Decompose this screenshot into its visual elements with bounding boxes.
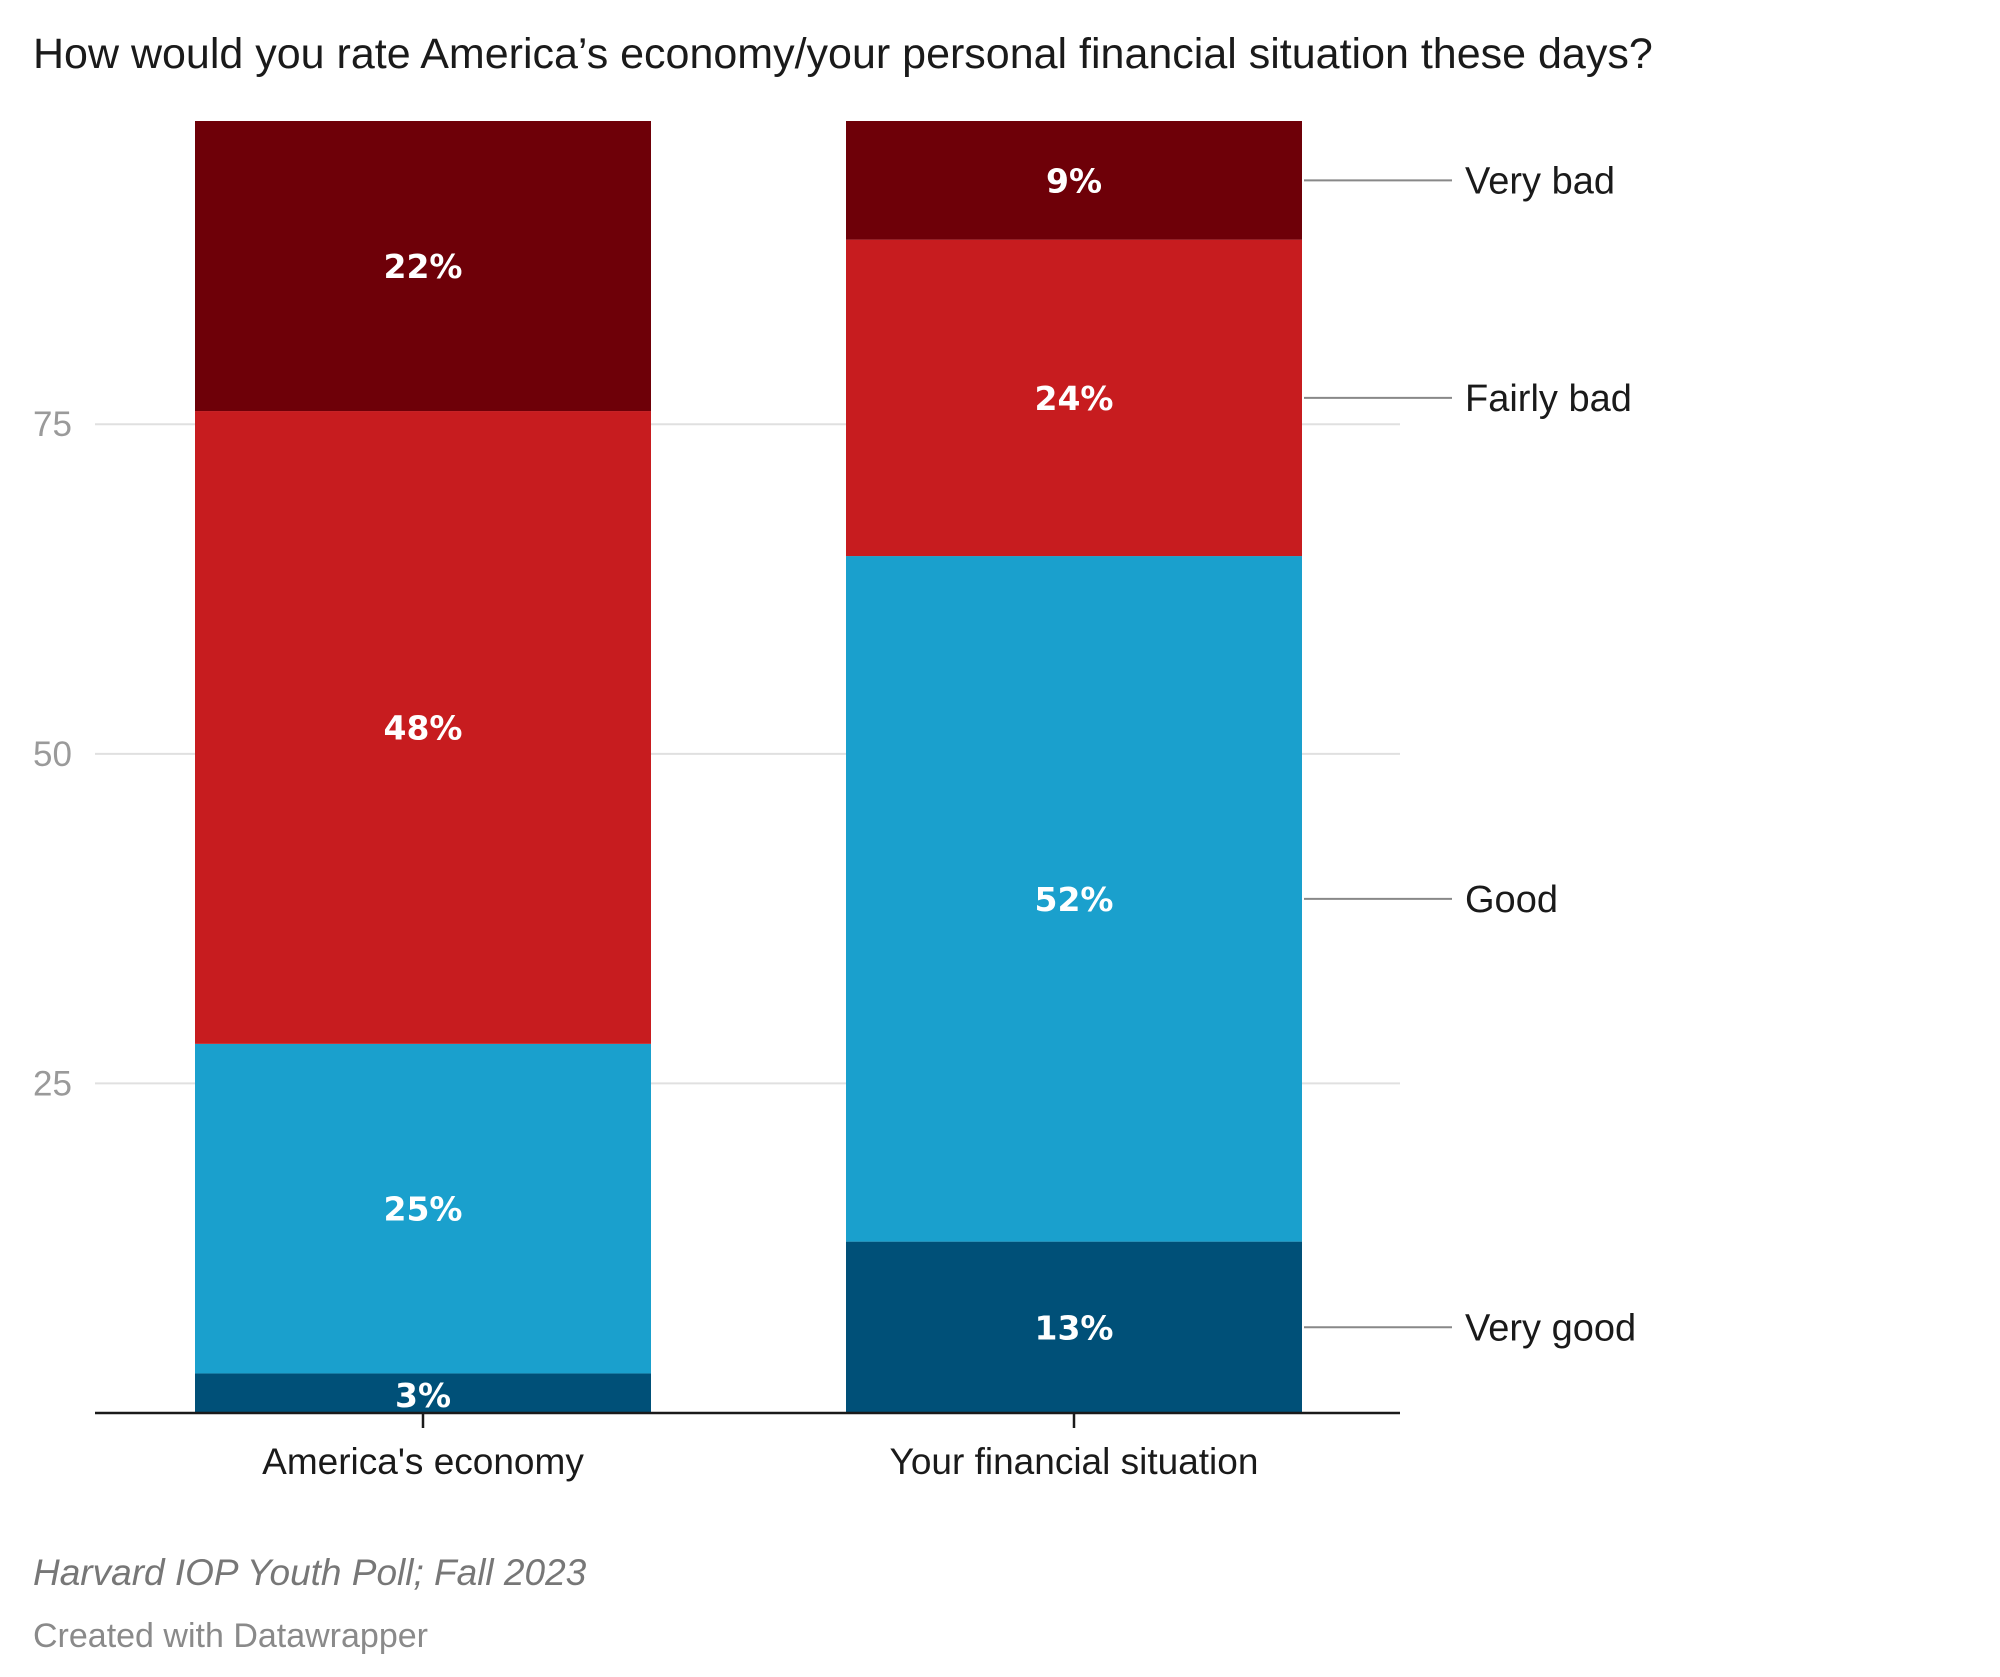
value-label-very-good-2: 13% (1035, 1308, 1114, 1347)
chart-title: How would you rate America’s economy/you… (33, 30, 1653, 78)
bars (195, 121, 1302, 1413)
value-label-very-bad-1: 22% (384, 247, 463, 286)
y-tick-label-25: 25 (33, 1064, 72, 1103)
value-label-fairly-bad-2: 24% (1035, 379, 1114, 418)
bar-segment-very-bad-1 (195, 121, 651, 412)
credit-note: Created with Datawrapper (33, 1617, 428, 1655)
bar-segment-fairly-bad-1 (195, 411, 651, 1044)
legend: Very good Good Fairly bad Very bad (1304, 160, 1636, 1349)
bar-segment-fairly-bad-2 (846, 239, 1302, 557)
value-label-very-good-1: 3% (395, 1376, 451, 1415)
legend-label-fairly-bad: Fairly bad (1465, 378, 1632, 420)
y-tick-label-50: 50 (33, 735, 72, 774)
bar-segment-good-2 (846, 556, 1302, 1242)
bar-segment-good-1 (195, 1043, 651, 1374)
legend-label-good: Good (1465, 879, 1558, 921)
legend-label-very-bad: Very bad (1465, 160, 1615, 202)
bar-segment-very-good-2 (846, 1241, 1302, 1413)
x-category-label-1: America's economy (262, 1441, 584, 1482)
legend-label-very-good: Very good (1465, 1307, 1636, 1349)
source-note: Harvard IOP Youth Poll; Fall 2023 (33, 1552, 587, 1593)
x-axis: America's economy Your financial situatio… (95, 1411, 1400, 1482)
value-label-very-bad-2: 9% (1046, 161, 1102, 200)
value-labels: 3% 13% 25% 52% 48% 24% 22% 9% (384, 161, 1114, 1415)
bar-segment-very-good-1 (195, 1373, 651, 1413)
value-label-good-2: 52% (1035, 880, 1114, 919)
bar-segment-very-bad-2 (846, 121, 1302, 240)
value-label-good-1: 25% (384, 1190, 463, 1229)
y-tick-label-75: 75 (33, 405, 72, 444)
value-label-fairly-bad-1: 48% (384, 708, 463, 747)
x-category-label-2: Your financial situation (890, 1441, 1259, 1482)
